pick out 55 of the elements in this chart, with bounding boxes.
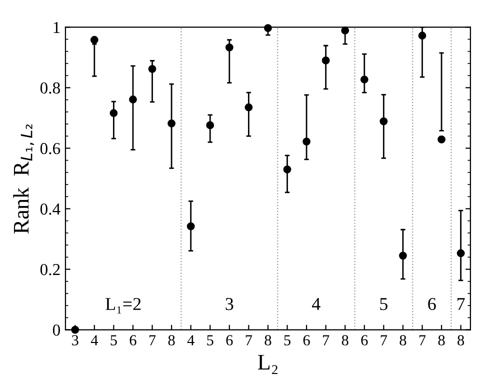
point [341, 26, 350, 34]
annotation: 5 [380, 298, 388, 310]
x-tick-label: 6 [130, 335, 136, 346]
x-tick-label: 5 [207, 335, 214, 346]
x-tick-label: 8 [264, 335, 272, 346]
point [302, 138, 310, 146]
x-tick-label: 7 [149, 335, 156, 346]
point [186, 222, 195, 230]
x-tick-label: 8 [400, 335, 406, 346]
x-tick-label: 3 [72, 335, 78, 346]
y-tick-label: 0.2 [40, 264, 60, 276]
x-tick-label: 7 [419, 335, 426, 346]
point [456, 249, 465, 258]
x-tick-label: 7 [380, 335, 388, 346]
x-tick-label: 5 [110, 335, 117, 346]
x-tick-label: 6 [303, 335, 310, 346]
point [148, 64, 156, 73]
point [71, 326, 80, 334]
annotation: 3 [226, 298, 234, 310]
x-tick-label: 8 [438, 335, 445, 346]
x-tick-label: 8 [342, 335, 348, 346]
x-tick-label: 5 [284, 335, 290, 346]
x-axis-title: L₂ [258, 354, 278, 374]
y-tick-label: 0.6 [40, 142, 60, 154]
point [129, 96, 137, 104]
annotation: 6 [428, 298, 436, 310]
y-tick-label: 0 [52, 324, 60, 336]
x-tick-label: 7 [246, 335, 252, 346]
point [206, 121, 214, 130]
point [322, 56, 330, 64]
x-tick-label: 8 [168, 335, 175, 346]
point [244, 103, 253, 112]
point [360, 76, 368, 84]
x-tick-label: 8 [458, 335, 464, 346]
x-tick-label: 4 [187, 335, 194, 346]
x-tick-label: 4 [90, 335, 98, 346]
x-tick-label: 6 [361, 335, 368, 346]
point [225, 43, 234, 52]
point [168, 119, 176, 128]
y-tick-label: 0.8 [40, 82, 60, 94]
annotation: 4 [312, 298, 320, 310]
point [438, 135, 446, 144]
x-tick-label: 6 [226, 335, 233, 346]
point [264, 24, 272, 32]
y-tick-label: 0.4 [40, 203, 60, 215]
annotation: 7 [457, 298, 465, 310]
point [399, 252, 407, 260]
point [110, 109, 118, 118]
x-tick-label: 7 [323, 335, 330, 346]
point [283, 165, 292, 174]
point [380, 117, 388, 126]
point [418, 32, 426, 40]
annotation: L₁=2 [106, 298, 141, 314]
y-tick-label: 1 [54, 22, 60, 33]
y-axis-title: Rank R$_{L₁,L₂}$ [13, 124, 34, 234]
